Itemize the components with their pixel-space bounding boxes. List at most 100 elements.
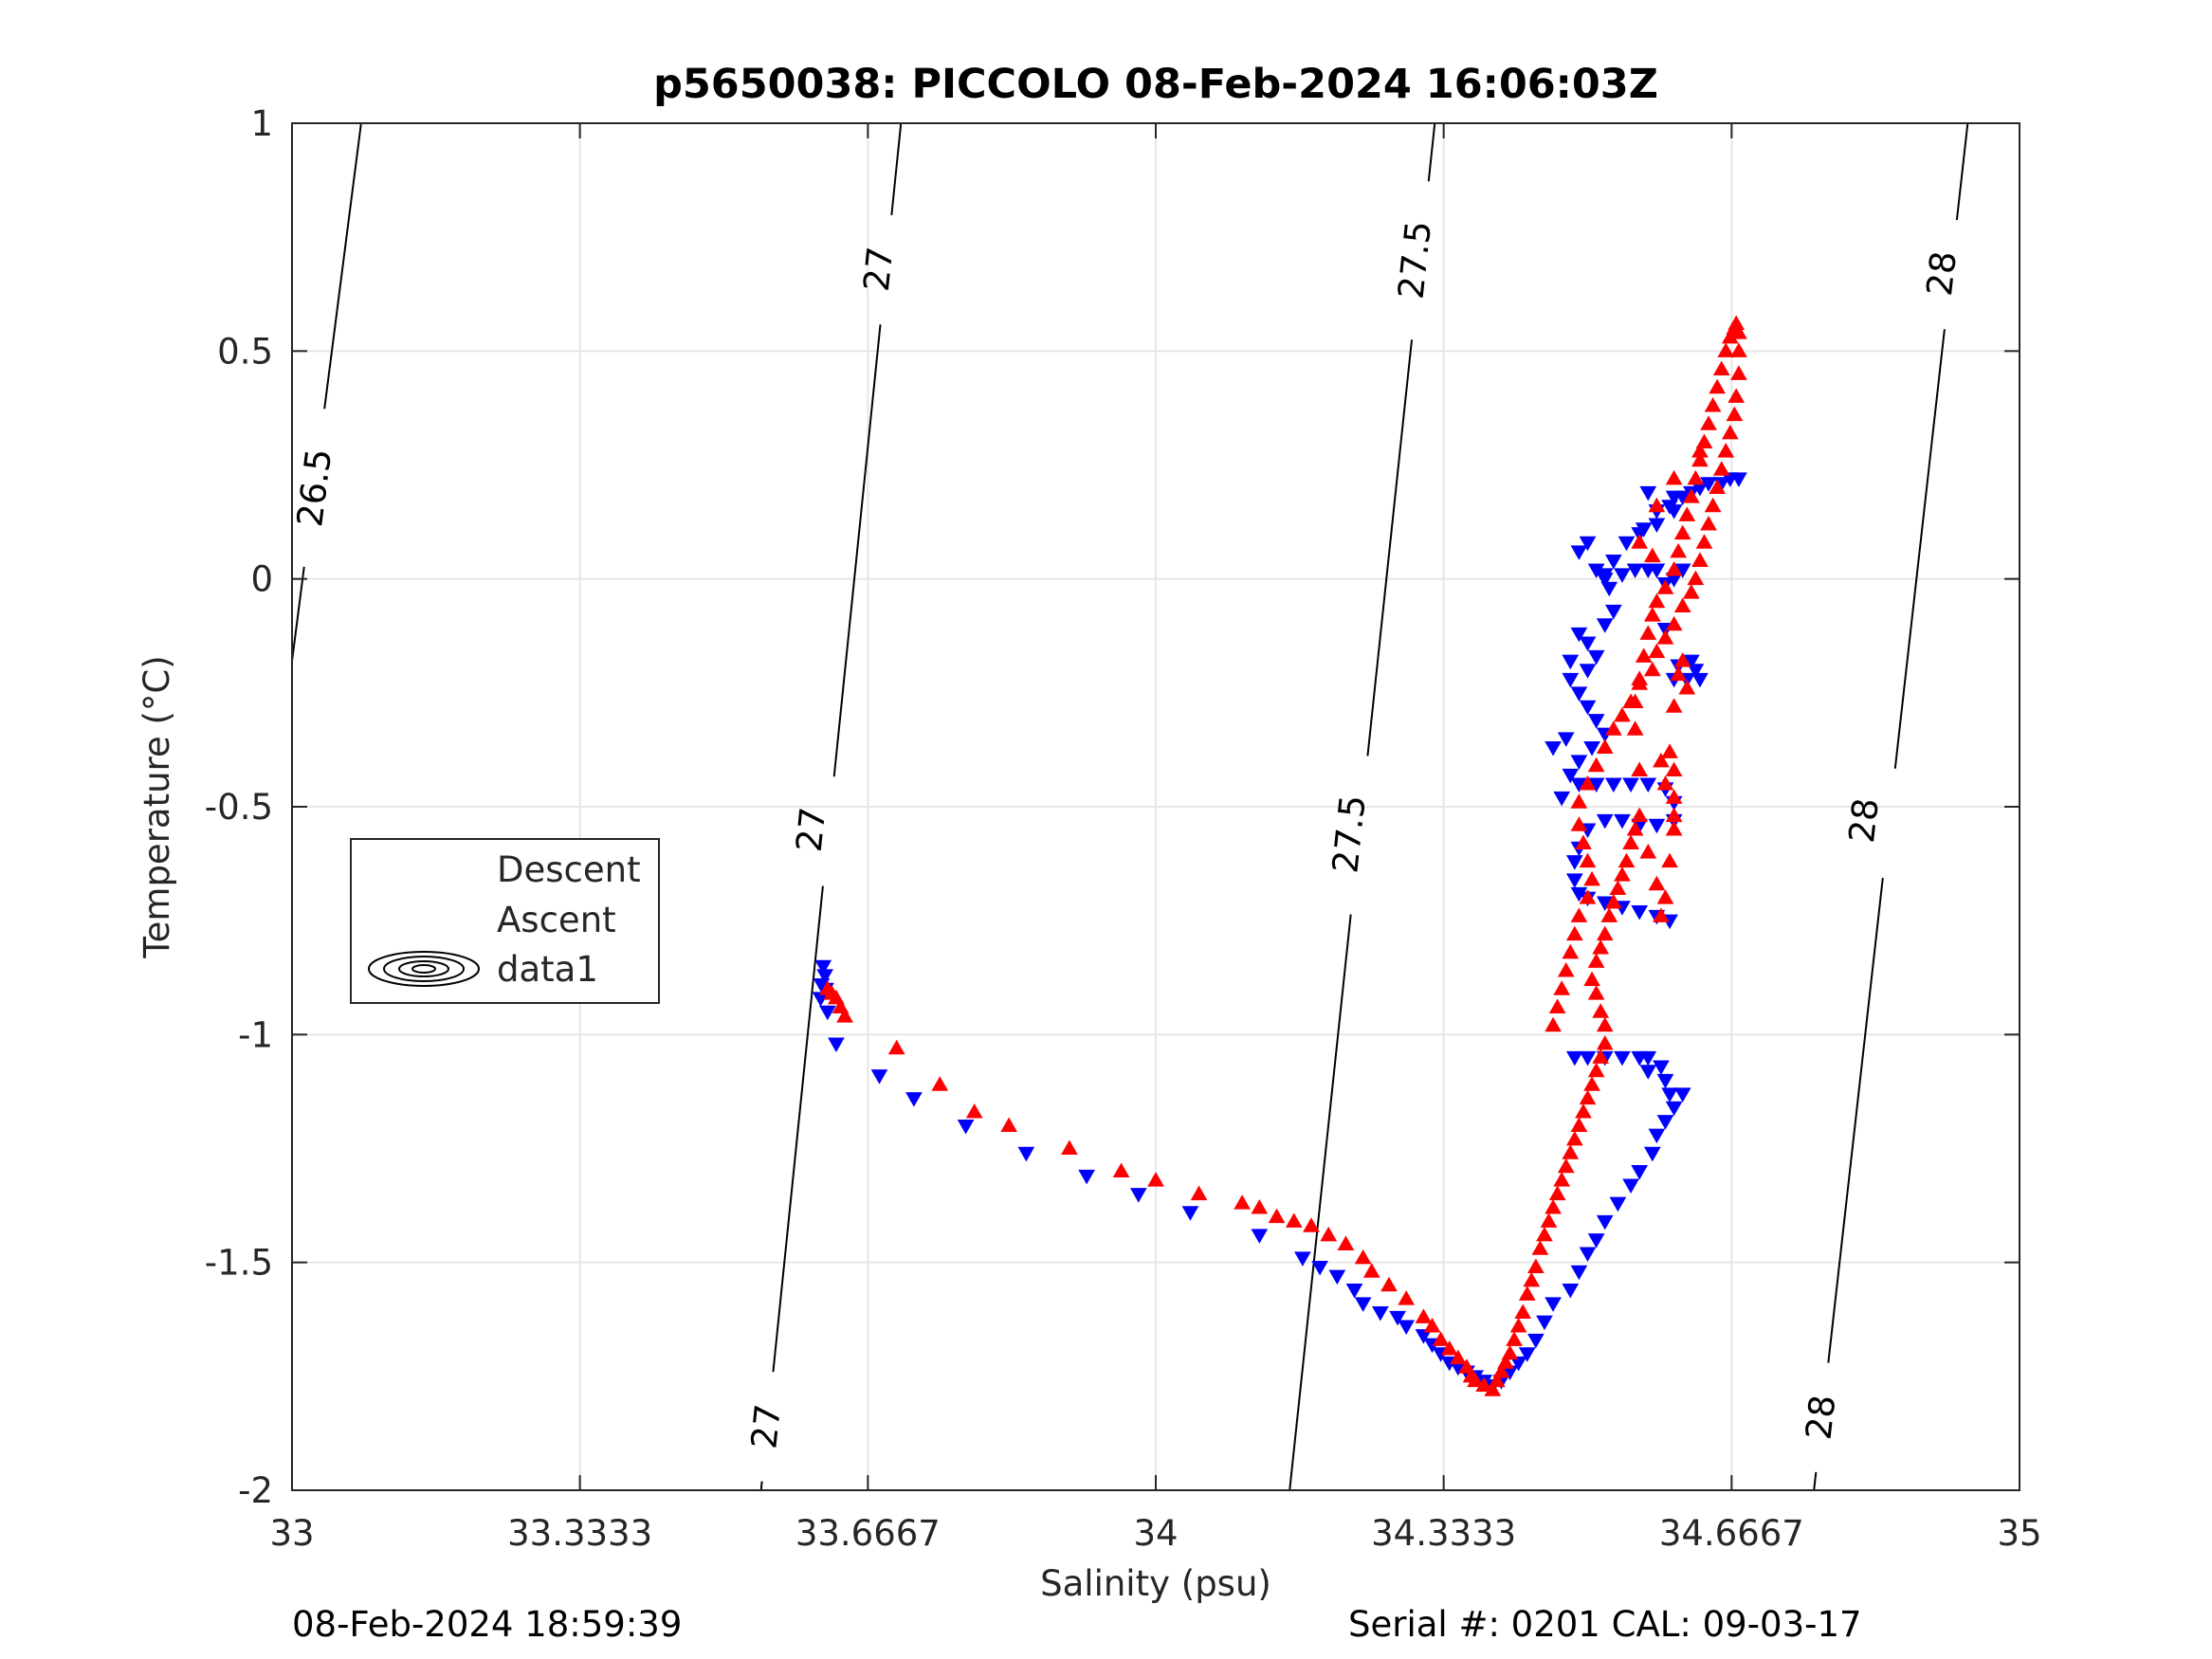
descent-point [1622,777,1639,793]
descent-point [1673,1087,1691,1103]
descent-point [1656,1073,1674,1089]
ascent-point [1622,693,1639,708]
ascent-point [1570,907,1588,922]
ascent-point [1579,775,1597,791]
ascent-point [1665,469,1683,485]
descent-point [818,1005,836,1021]
contour-line [1827,877,1884,1363]
ascent-point [1604,893,1622,909]
ascent-point [1670,542,1688,558]
descent-point [1596,1214,1614,1231]
ascent-point [1631,534,1649,549]
ascent-point [1268,1208,1286,1224]
ascent-point [1665,821,1683,836]
x-tick-label: 34 [1133,1513,1178,1554]
descent-point [814,959,832,975]
descent-point [905,1092,923,1107]
ascent-point [1548,998,1566,1013]
ascent-point [1695,534,1713,549]
y-tick-label: 0 [250,559,273,600]
ascent-point [1712,360,1730,376]
ascent-point [1665,789,1683,804]
ascent-point [1000,1117,1017,1132]
descent-point [1631,1050,1649,1066]
ascent-point [1656,889,1674,904]
ascent-point [836,1008,853,1023]
contour-label: 28 [1841,796,1887,846]
ascent-point [1648,592,1666,609]
ascent-point [1717,342,1735,357]
descent-point [1579,664,1597,679]
descent-point [1398,1320,1416,1335]
ascent-point [1147,1172,1164,1187]
descent-point [1345,1284,1363,1299]
ascent-point [1730,324,1747,339]
descent-point [1626,563,1644,579]
ascent-point [1643,607,1661,622]
ascent-point [1673,652,1691,667]
ascent-point [1631,807,1649,823]
ascent-point [887,1039,905,1055]
ascent-point [1579,1089,1597,1105]
ascent-point [1531,1240,1549,1255]
contour-label: 27 [743,1402,789,1450]
contour-line [832,324,882,777]
ascent-point [1626,720,1644,736]
ascent-point [1673,524,1691,540]
ascent-point [1691,451,1709,467]
ascent-point [1631,761,1649,777]
x-tick-label: 34.6667 [1659,1513,1804,1554]
x-tick-label: 34.3333 [1371,1513,1516,1554]
ascent-point [1362,1263,1380,1278]
ascent-point [1653,752,1670,768]
contour-line [890,122,903,216]
descent-point [1614,1050,1631,1066]
y-tick-label: -0.5 [205,787,273,828]
y-tick-label: 0.5 [217,331,273,372]
descent-point [1730,472,1747,487]
legend: Descent Ascent data1 [350,838,660,1004]
ascent-point [1717,443,1735,458]
ascent-point [1575,1103,1592,1119]
ascent-point [1592,1003,1610,1018]
descent-point [1691,672,1709,688]
ascent-point [1540,1212,1558,1228]
ascent-point [1691,443,1709,458]
ascent-point [1492,1363,1510,1378]
legend-contour-icon [383,956,465,982]
descent-point [1614,813,1631,830]
descent-point [1181,1206,1199,1221]
ascent-point [1704,497,1722,513]
descent-point [1536,1315,1553,1331]
ascent-point [1682,488,1700,503]
descent-point [1415,1329,1433,1344]
descent-point [1639,485,1657,501]
descent-point [1526,1333,1545,1349]
ascent-point [1501,1344,1519,1360]
ascent-point [1570,1117,1588,1132]
ascent-point [1600,907,1618,922]
descent-point [1635,522,1653,538]
ascent-point [1614,866,1631,882]
ascent-point [1514,1304,1532,1320]
ascent-point [1643,661,1661,677]
ascent-point [1380,1276,1398,1292]
ascent-point [1583,870,1600,886]
descent-point [1622,1178,1639,1194]
descent-point [816,969,833,984]
y-tick-label: -1 [238,1014,273,1055]
descent-point [1518,1347,1536,1362]
descent-point [1545,741,1562,757]
ascent-point [1678,506,1696,521]
legend-label-ascent: Ascent [497,900,616,940]
ascent-point [1553,980,1571,995]
ascent-point [1661,743,1678,758]
descent-point [1562,1284,1580,1299]
y-tick-label: 1 [250,103,273,144]
ascent-point [1596,1016,1614,1032]
ascent-point [1691,552,1709,567]
ascent-point [1518,1285,1536,1301]
ascent-point [1643,547,1661,563]
ascent-point [1545,1016,1562,1032]
descent-point [1017,1146,1035,1162]
